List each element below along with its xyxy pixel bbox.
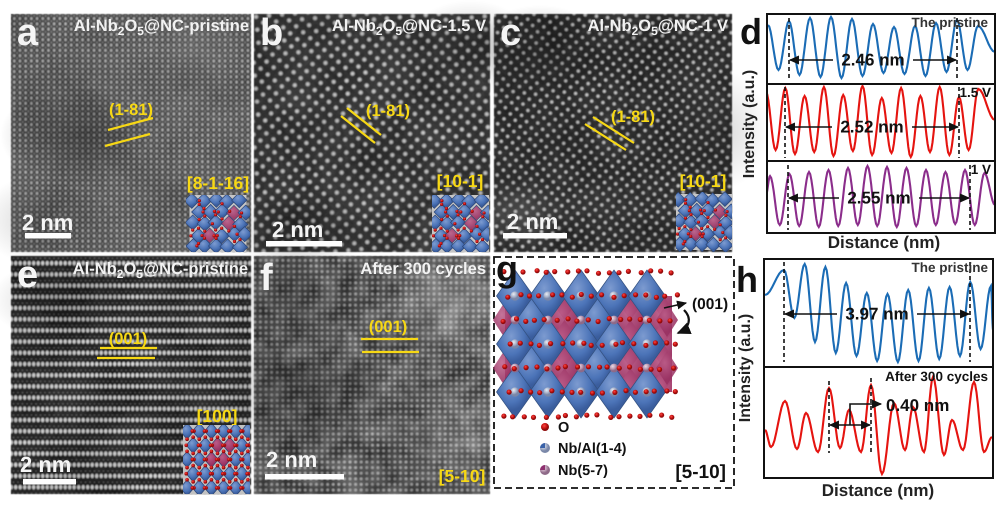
svg-text:Al-Nb2​O5​@NC-pristine: Al-Nb2​O5​@NC-pristine bbox=[73, 260, 248, 281]
svg-text:(1-81): (1-81) bbox=[109, 101, 153, 119]
svg-text:Nb(5-7): Nb(5-7) bbox=[558, 463, 608, 479]
svg-text:[5-10]: [5-10] bbox=[675, 462, 726, 483]
svg-text:Intensity (a.u.): Intensity (a.u.) bbox=[737, 314, 754, 422]
svg-text:[8-1-16]: [8-1-16] bbox=[187, 173, 249, 193]
svg-text:d: d bbox=[740, 11, 762, 52]
svg-text:a: a bbox=[17, 12, 39, 54]
svg-text:Al-Nb2​O5​@NC-1 V: Al-Nb2​O5​@NC-1 V bbox=[588, 17, 728, 38]
svg-text:The pristine: The pristine bbox=[911, 15, 988, 30]
svg-text:Al-Nb2​O5​@NC-1.5 V: Al-Nb2​O5​@NC-1.5 V bbox=[332, 17, 486, 38]
svg-text:3.97 nm: 3.97 nm bbox=[845, 305, 908, 324]
svg-text:0.40 nm: 0.40 nm bbox=[886, 396, 949, 415]
svg-text:After 300 cycles: After 300 cycles bbox=[885, 369, 988, 384]
svg-text:b: b bbox=[260, 12, 283, 54]
svg-text:[100]: [100] bbox=[197, 406, 238, 426]
svg-text:2 nm: 2 nm bbox=[266, 447, 317, 472]
svg-text:[5-10]: [5-10] bbox=[439, 466, 486, 486]
svg-text:Al-Nb2​O5​@NC-pristine: Al-Nb2​O5​@NC-pristine bbox=[74, 17, 249, 38]
svg-text:Distance (nm): Distance (nm) bbox=[828, 233, 940, 252]
svg-text:(1-81): (1-81) bbox=[366, 102, 410, 120]
svg-text:1 V: 1 V bbox=[971, 162, 991, 177]
svg-text:2.46 nm: 2.46 nm bbox=[841, 51, 904, 70]
svg-text:Nb/Al(1-4): Nb/Al(1-4) bbox=[558, 441, 627, 457]
svg-text:2 nm: 2 nm bbox=[22, 210, 73, 235]
svg-text:c: c bbox=[500, 12, 521, 54]
svg-text:Distance (nm): Distance (nm) bbox=[822, 481, 934, 500]
svg-text:h: h bbox=[736, 259, 758, 300]
svg-text:2.55 nm: 2.55 nm bbox=[847, 189, 910, 208]
svg-text:[10-1]: [10-1] bbox=[680, 171, 727, 191]
svg-text:O: O bbox=[558, 420, 569, 436]
svg-text:(001): (001) bbox=[109, 330, 148, 348]
svg-text:e: e bbox=[17, 254, 38, 296]
svg-text:2 nm: 2 nm bbox=[507, 209, 558, 234]
svg-text:(1-81): (1-81) bbox=[611, 108, 655, 126]
svg-text:Intensity (a.u.): Intensity (a.u.) bbox=[741, 70, 758, 178]
svg-text:The pristine: The pristine bbox=[911, 260, 988, 275]
svg-text:2.52 nm: 2.52 nm bbox=[840, 118, 903, 137]
svg-text:After 300 cycles: After 300 cycles bbox=[360, 260, 486, 278]
svg-text:(001): (001) bbox=[692, 296, 728, 313]
svg-text:(001): (001) bbox=[369, 318, 408, 336]
svg-text:[10-1]: [10-1] bbox=[437, 171, 484, 191]
svg-text:1.5 V: 1.5 V bbox=[959, 85, 991, 100]
svg-text:2 nm: 2 nm bbox=[272, 217, 323, 242]
svg-text:f: f bbox=[260, 257, 273, 299]
svg-text:g: g bbox=[496, 248, 518, 289]
svg-text:2 nm: 2 nm bbox=[20, 452, 71, 477]
